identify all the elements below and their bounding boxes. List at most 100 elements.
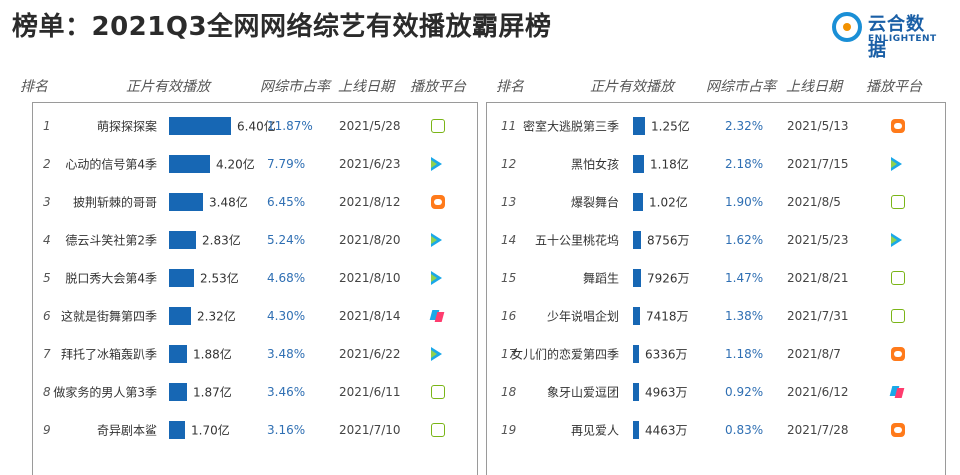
logo-text-cn: 云合数据 [868, 14, 925, 61]
show-name: 心动的信号第4季 [65, 157, 157, 172]
rank-number: 13 [501, 195, 517, 209]
table-row: 5 脱口秀大会第4季 2.53亿 4.68% 2021/8/10 [33, 259, 477, 297]
market-share: 7.79% [267, 157, 306, 171]
views-bar [169, 231, 196, 249]
release-date: 2021/6/11 [339, 385, 401, 399]
views-label: 1.02亿 [649, 195, 688, 210]
header-share-right: 网综市占率 [706, 79, 776, 95]
header-platform-left: 播放平台 [410, 79, 466, 95]
rank-number: 4 [43, 233, 51, 247]
views-bar [633, 117, 645, 135]
rank-number: 19 [501, 423, 517, 437]
table-row: 15 舞蹈生 7926万 1.47% 2021/8/21 [487, 259, 945, 297]
release-date: 2021/8/21 [787, 271, 849, 285]
views-bar [633, 155, 644, 173]
platform-iqiyi-icon [891, 195, 905, 209]
release-date: 2021/8/5 [787, 195, 841, 209]
show-name: 再见爱人 [570, 423, 619, 438]
show-name: 德云斗笑社第2季 [65, 233, 157, 248]
show-name: 象牙山爱逗团 [546, 385, 619, 400]
views-bar [169, 155, 210, 173]
table-row: 19 再见爱人 4463万 0.83% 2021/7/28 [487, 411, 945, 449]
show-name: 披荆斩棘的哥哥 [72, 195, 157, 210]
views-label: 7418万 [646, 309, 689, 324]
rank-number: 16 [501, 309, 517, 323]
rank-number: 15 [501, 271, 517, 285]
market-share: 11.87% [267, 119, 313, 133]
rank-number: 6 [43, 309, 51, 323]
rank-number: 5 [43, 271, 51, 285]
release-date: 2021/5/13 [787, 119, 849, 133]
table-row: 14 五十公里桃花坞 8756万 1.62% 2021/5/23 [487, 221, 945, 259]
platform-mango-icon [431, 195, 445, 209]
views-bar [169, 269, 194, 287]
platform-iqiyi-icon [431, 385, 445, 399]
rank-number: 2 [43, 157, 51, 171]
platform-mango-icon [891, 423, 905, 437]
release-date: 2021/6/22 [339, 347, 401, 361]
market-share: 0.83% [725, 423, 764, 437]
market-share: 4.30% [267, 309, 306, 323]
release-date: 2021/7/15 [787, 157, 849, 171]
release-date: 2021/7/31 [787, 309, 849, 323]
rank-number: 17 [501, 347, 517, 361]
rank-number: 11 [501, 119, 517, 133]
show-name: 奇异剧本鲨 [96, 423, 157, 438]
market-share: 6.45% [267, 195, 306, 209]
market-share: 4.68% [267, 271, 306, 285]
show-name: 爆裂舞台 [570, 195, 619, 210]
views-bar [633, 307, 640, 325]
market-share: 3.16% [267, 423, 306, 437]
views-bar [633, 421, 639, 439]
views-label: 1.88亿 [193, 347, 232, 362]
header-date-left: 上线日期 [338, 79, 394, 95]
header-date-right: 上线日期 [786, 79, 842, 95]
market-share: 1.18% [725, 347, 764, 361]
release-date: 2021/8/14 [339, 309, 401, 323]
market-share: 2.32% [725, 119, 764, 133]
table-row: 13 爆裂舞台 1.02亿 1.90% 2021/8/5 [487, 183, 945, 221]
table-row: 2 心动的信号第4季 4.20亿 7.79% 2021/6/23 [33, 145, 477, 183]
ranking-panel-left: 1 萌探探探案 6.40亿 11.87% 2021/5/28 2 心动的信号第4季 4.20亿… [32, 102, 478, 475]
rank-number: 9 [43, 423, 51, 437]
views-label: 4963万 [645, 385, 688, 400]
views-bar [633, 231, 641, 249]
views-bar [633, 345, 639, 363]
table-row: 7 拜托了冰箱轰趴季 1.88亿 3.48% 2021/6/22 [33, 335, 477, 373]
views-label: 6336万 [645, 347, 688, 362]
table-row: 18 象牙山爱逗团 4963万 0.92% 2021/6/12 [487, 373, 945, 411]
table-row: 4 德云斗笑社第2季 2.83亿 5.24% 2021/8/20 [33, 221, 477, 259]
views-bar [169, 345, 187, 363]
rank-number: 1 [43, 119, 51, 133]
views-label: 6.40亿 [237, 119, 276, 134]
show-name: 舞蹈生 [582, 271, 619, 286]
views-label: 3.48亿 [209, 195, 248, 210]
table-row: 3 披荆斩棘的哥哥 3.48亿 6.45% 2021/8/12 [33, 183, 477, 221]
table-row: 8 做家务的男人第3季 1.87亿 3.46% 2021/6/11 [33, 373, 477, 411]
market-share: 1.62% [725, 233, 764, 247]
views-label: 1.70亿 [191, 423, 230, 438]
market-share: 5.24% [267, 233, 306, 247]
show-name: 萌探探探案 [96, 119, 157, 134]
platform-tencent-icon [431, 347, 442, 361]
release-date: 2021/5/23 [787, 233, 849, 247]
table-row: 12 黑怕女孩 1.18亿 2.18% 2021/7/15 [487, 145, 945, 183]
header-share-left: 网综市占率 [260, 79, 330, 95]
header-rank-left: 排名 [20, 79, 48, 95]
rank-number: 7 [43, 347, 51, 361]
show-name: 女儿们的恋爱第四季 [510, 347, 619, 362]
platform-iqiyi-icon [891, 309, 905, 323]
release-date: 2021/8/12 [339, 195, 401, 209]
platform-youku-icon [429, 310, 445, 322]
views-label: 2.32亿 [197, 309, 236, 324]
show-name: 少年说唱企划 [546, 309, 619, 324]
show-name: 密室大逃脱第三季 [522, 119, 619, 134]
logo-mark-icon [832, 12, 862, 42]
views-bar [633, 383, 639, 401]
views-bar [633, 269, 641, 287]
page-title: 榜单：2021Q3全网网络综艺有效播放霸屏榜 [12, 12, 552, 42]
table-row: 9 奇异剧本鲨 1.70亿 3.16% 2021/7/10 [33, 411, 477, 449]
release-date: 2021/6/23 [339, 157, 401, 171]
views-label: 1.25亿 [651, 119, 690, 134]
release-date: 2021/8/10 [339, 271, 401, 285]
